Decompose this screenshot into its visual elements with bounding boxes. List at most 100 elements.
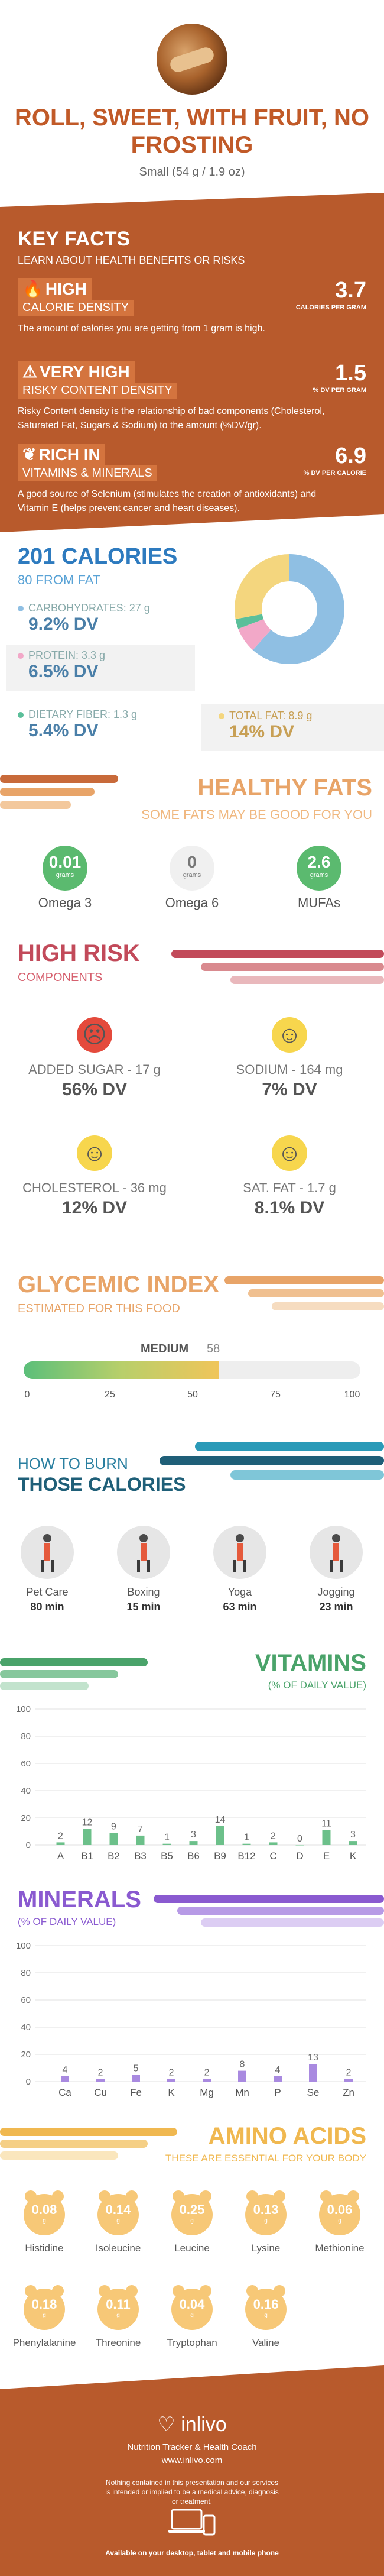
bar-value-label: 3: [350, 1830, 356, 1840]
inlivo-logo[interactable]: ♡ inlivo: [157, 2413, 227, 2436]
footer-disclaimer: Nothing contained in this presentation a…: [105, 2478, 279, 2506]
gi-tick: 0: [24, 1390, 30, 1400]
activity-jogging: Jogging 23 min: [298, 1526, 375, 1613]
bar-value-label: 3: [191, 1830, 196, 1840]
bar-B5: [162, 1843, 171, 1845]
calories-headline: 201 CALORIES: [18, 544, 178, 569]
header: ROLL, SWEET, WITH FRUIT, NO FROSTING Sma…: [0, 0, 384, 177]
fact-description: The amount of calories you are getting f…: [18, 323, 265, 334]
x-tick-label: K: [350, 1850, 357, 1862]
amino-threonine: 0.11 g Threonine: [83, 2285, 154, 2349]
x-tick-label: P: [274, 2087, 281, 2098]
burn-calories-section: HOW TO BURN THOSE CALORIES Pet Care 80 m…: [0, 1431, 384, 1644]
y-tick-label: 20: [21, 1813, 31, 1823]
bar-Mn: [238, 2070, 246, 2082]
footer-url[interactable]: www.inlivo.com: [161, 2455, 223, 2465]
bar-Cu: [96, 2079, 105, 2082]
fat-dot: [219, 713, 224, 719]
glycemic-value: 58: [207, 1342, 220, 1355]
vitamins-subtitle: (% OF DAILY VALUE): [268, 1679, 366, 1691]
vitamins-section: VITAMINS (% OF DAILY VALUE) 0 20 40 60 80 100…: [0, 1644, 384, 1881]
smile-face-icon: ☺: [272, 1017, 307, 1053]
decorative-stripes: [0, 1658, 148, 1690]
high-risk-subtitle: COMPONENTS: [18, 971, 103, 984]
decorative-stripes: [0, 2128, 177, 2160]
minerals-title: MINERALS: [18, 1886, 141, 1912]
x-tick-label: B6: [187, 1850, 200, 1862]
burn-title-line1: HOW TO BURN: [18, 1455, 128, 1473]
gi-tick: 50: [187, 1390, 198, 1400]
fact-value: 3.7: [335, 278, 366, 303]
fact-level: 🔥 HIGH: [18, 278, 92, 300]
bar-value-label: 4: [275, 2065, 281, 2075]
pet-care-icon: [21, 1526, 74, 1579]
donut-fat: [235, 554, 344, 664]
burn-title-line2: THOSE CALORIES: [18, 1474, 186, 1495]
sad-face-icon: ☹: [77, 1017, 112, 1053]
y-tick-label: 40: [21, 2022, 31, 2033]
bar-value-label: 11: [321, 1819, 331, 1829]
bar-value-label: 1: [164, 1833, 170, 1843]
decorative-stripes: [0, 775, 118, 809]
bar-Fe: [132, 2075, 140, 2082]
gi-tick: 75: [270, 1390, 281, 1400]
bar-K: [349, 1841, 357, 1845]
fact-level: ⚠ VERY HIGH: [18, 361, 135, 383]
fact-vitamins-minerals: ❦ RICH IN VITAMINS & MINERALS A good sour…: [18, 444, 366, 516]
bar-value-label: 12: [82, 1817, 93, 1827]
y-tick-label: 80: [21, 1732, 31, 1742]
y-tick-label: 100: [16, 1941, 31, 1951]
flame-icon: 🔥: [22, 280, 43, 298]
page-title: ROLL, SWEET, WITH FRUIT, NO FROSTING: [15, 105, 369, 158]
food-photo: [157, 24, 227, 95]
high-risk-section: HIGH RISK COMPONENTS ☹ ADDED SUGAR - 17 …: [0, 934, 384, 1266]
fact-unit: % DV PER CALORIE: [303, 470, 366, 477]
footer-availability: Available on your desktop, tablet and mo…: [105, 2549, 279, 2557]
bar-P: [274, 2076, 282, 2082]
carbs-dot: [18, 606, 24, 611]
glycemic-level: MEDIUM: [141, 1342, 189, 1355]
warning-icon: ⚠: [22, 363, 38, 381]
x-tick-label: Mn: [235, 2087, 249, 2098]
bar-A: [56, 1842, 65, 1845]
x-tick-label: B3: [134, 1850, 147, 1862]
amino-tryptophan: 0.04 g Tryptophan: [157, 2285, 227, 2349]
decorative-stripes: [160, 1442, 384, 1480]
serving-size: Small (54 g / 1.9 oz): [139, 166, 245, 177]
amino-histidine: 0.08 g Histidine: [9, 2190, 80, 2254]
amino-title: AMINO ACIDS: [208, 2123, 366, 2149]
risk-sodium: ☺ SODIUM - 164 mg 7% DV: [201, 1017, 378, 1100]
minerals-subtitle: (% OF DAILY VALUE): [18, 1916, 116, 1927]
x-tick-label: A: [57, 1850, 64, 1862]
healthy-fats-title: HEALTHY FATS: [197, 775, 372, 801]
bar-Se: [309, 2064, 317, 2082]
bar-C: [269, 1842, 278, 1845]
bar-value-label: 7: [138, 1824, 143, 1834]
bar-B2: [109, 1833, 118, 1845]
x-tick-label: Se: [307, 2087, 320, 2098]
bar-value-label: 5: [134, 2064, 139, 2074]
fact-description: Risky Content density is the relationshi…: [18, 406, 325, 431]
bar-value-label: 13: [308, 2053, 318, 2063]
protein-dv: 6.5% DV: [28, 662, 99, 681]
x-tick-label: B2: [108, 1850, 120, 1862]
x-tick-label: C: [269, 1850, 276, 1862]
y-tick-label: 40: [21, 1786, 31, 1796]
footer: ♡ inlivo Nutrition Tracker & Health Coac…: [0, 2365, 384, 2576]
fat-omega6: 0 grams Omega 6: [162, 846, 222, 911]
x-tick-label: B9: [214, 1850, 226, 1862]
calories-from-fat: 80 FROM FAT: [18, 572, 101, 587]
x-tick-label: B1: [81, 1850, 93, 1862]
glycemic-subtitle: ESTIMATED FOR THIS FOOD: [18, 1302, 180, 1315]
y-tick-label: 100: [16, 1704, 31, 1714]
minerals-bar-chart: 0 20 40 60 80 100 4 Ca 2 Cu 5 Fe 2 K 2 Mg 8 Mn 4 P 13 Se 2 Zn: [16, 1941, 366, 2098]
fat-omega3: 0.01 grams Omega 3: [35, 846, 95, 911]
protein-dot: [18, 653, 24, 659]
amino-leucine: 0.25 g Leucine: [157, 2190, 227, 2254]
calories-section: 201 CALORIES 80 FROM FAT CARBOHYDRATES: …: [0, 532, 384, 757]
bar-value-label: 8: [240, 2060, 245, 2070]
fat-dv: 14% DV: [229, 722, 295, 742]
bar-value-label: 2: [271, 1831, 276, 1841]
x-tick-label: B12: [237, 1850, 255, 1862]
glycemic-fill: [24, 1361, 219, 1379]
